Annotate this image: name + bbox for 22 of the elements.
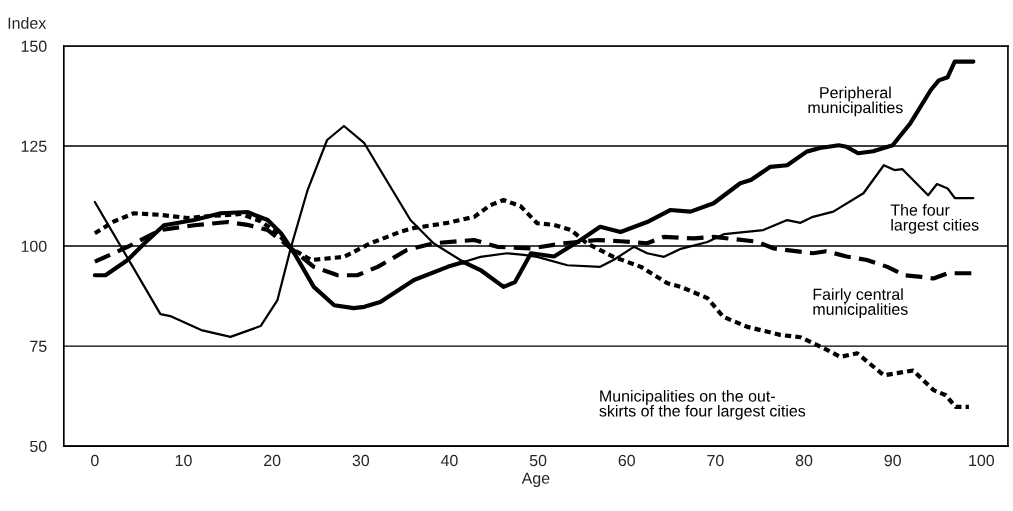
x-tick-label: 10 bbox=[175, 454, 192, 467]
x-tick-label: 50 bbox=[529, 454, 547, 467]
x-tick-label: 90 bbox=[884, 454, 901, 467]
series-label: Fairly central municipalities bbox=[813, 288, 908, 319]
y-tick-label: 75 bbox=[30, 340, 47, 353]
x-tick-label: 100 bbox=[969, 454, 995, 467]
text: Municipalities on the out- skirts of the four largest cities bbox=[599, 390, 806, 420]
x-tick-label: 40 bbox=[440, 454, 458, 467]
x-tick-label: 60 bbox=[618, 454, 635, 467]
x-tick-label: 70 bbox=[707, 454, 724, 467]
y-tick-label: 125 bbox=[21, 140, 47, 152]
series-label: Peripheral municipalities bbox=[808, 86, 903, 117]
y-tick-label: 100 bbox=[21, 240, 47, 252]
y-tick-label: 50 bbox=[30, 440, 47, 453]
y-axis-title: Index bbox=[8, 17, 47, 29]
series-label: The four largest cities bbox=[890, 204, 979, 234]
y-tick-label: 150 bbox=[21, 40, 47, 52]
x-tick-label: 30 bbox=[352, 454, 370, 467]
x-tick-label: 80 bbox=[795, 454, 813, 467]
x-axis-title: Age bbox=[521, 472, 550, 487]
x-tick-label: 20 bbox=[264, 454, 281, 467]
x-tick-label: 0 bbox=[91, 454, 99, 467]
